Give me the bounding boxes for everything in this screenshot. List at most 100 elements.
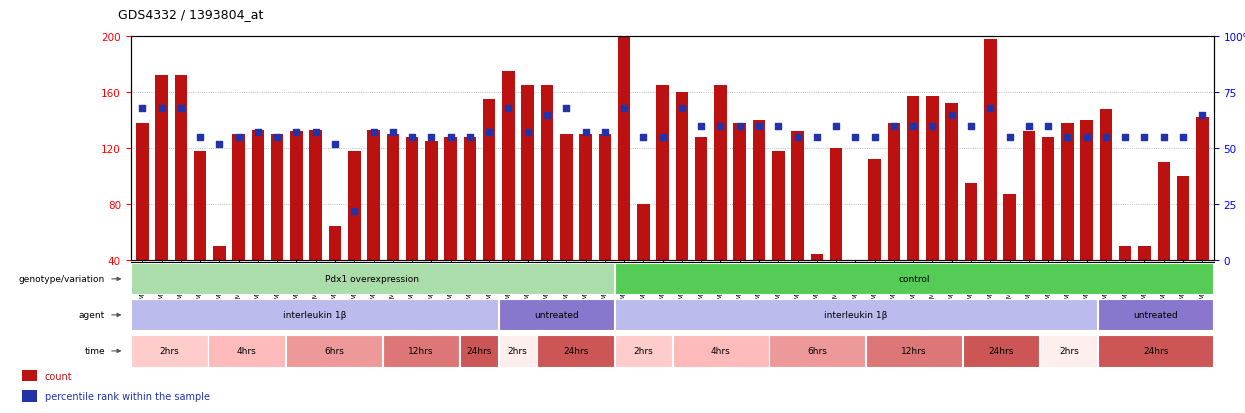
Point	[730, 123, 749, 130]
Point	[595, 130, 615, 136]
Bar	[329, 227, 341, 260]
Bar	[962, 335, 1040, 367]
Point	[132, 105, 152, 112]
Point	[1000, 134, 1020, 141]
Point	[865, 134, 885, 141]
Bar	[194, 152, 207, 260]
Bar	[463, 138, 476, 260]
Point	[904, 123, 924, 130]
Text: 12hrs: 12hrs	[408, 347, 433, 356]
Text: 24hrs: 24hrs	[1143, 347, 1169, 356]
Bar	[1098, 335, 1214, 367]
Text: percentile rank within the sample: percentile rank within the sample	[45, 391, 210, 401]
Point	[190, 134, 210, 141]
Point	[518, 130, 538, 136]
Bar	[772, 152, 784, 260]
Bar	[213, 246, 225, 260]
Point	[1154, 134, 1174, 141]
Point	[268, 134, 288, 141]
Bar	[1177, 177, 1189, 260]
Bar	[131, 299, 498, 331]
Bar	[387, 135, 400, 260]
Bar	[131, 335, 208, 367]
Bar	[1098, 299, 1214, 331]
Bar	[792, 132, 804, 260]
Point	[884, 123, 904, 130]
Bar	[483, 100, 496, 260]
Point	[171, 105, 190, 112]
Bar	[502, 72, 514, 260]
Bar	[676, 93, 688, 260]
Bar	[1003, 195, 1016, 260]
Bar	[1040, 335, 1097, 367]
Text: time: time	[85, 347, 105, 356]
Text: control: control	[899, 275, 930, 284]
Bar	[233, 135, 245, 260]
Point	[1193, 112, 1213, 119]
Text: 24hrs: 24hrs	[563, 347, 589, 356]
Point	[788, 134, 808, 141]
Point	[1018, 123, 1038, 130]
Bar	[459, 335, 498, 367]
Bar	[869, 160, 881, 260]
Bar	[271, 135, 284, 260]
Bar	[290, 132, 303, 260]
Bar	[22, 370, 37, 382]
Bar	[522, 86, 534, 260]
Text: untreated: untreated	[1133, 311, 1178, 320]
Bar	[498, 335, 537, 367]
Point	[749, 123, 769, 130]
Point	[807, 134, 827, 141]
Point	[768, 123, 788, 130]
Bar	[131, 263, 614, 295]
Point	[614, 105, 634, 112]
Bar	[286, 335, 382, 367]
Point	[479, 130, 499, 136]
Bar	[753, 121, 766, 260]
Point	[364, 130, 383, 136]
Bar	[560, 135, 573, 260]
Bar	[637, 204, 650, 260]
Bar	[425, 142, 438, 260]
Text: Pdx1 overexpression: Pdx1 overexpression	[325, 275, 420, 284]
Bar	[615, 335, 672, 367]
Bar	[498, 299, 614, 331]
Point	[441, 134, 461, 141]
Bar	[615, 299, 1097, 331]
Point	[325, 141, 345, 147]
Bar	[599, 135, 611, 260]
Text: 6hrs: 6hrs	[808, 347, 827, 356]
Point	[1173, 134, 1193, 141]
Text: interleukin 1β: interleukin 1β	[283, 311, 346, 320]
Bar	[945, 104, 957, 260]
Text: 2hrs: 2hrs	[1059, 347, 1078, 356]
Bar	[174, 76, 187, 260]
Text: 24hrs: 24hrs	[466, 347, 492, 356]
Text: 2hrs: 2hrs	[634, 347, 654, 356]
Bar	[1119, 246, 1132, 260]
Bar	[984, 40, 996, 260]
Bar	[618, 37, 630, 260]
Point	[1096, 134, 1116, 141]
Bar	[906, 97, 920, 260]
Point	[229, 134, 249, 141]
Bar	[965, 183, 977, 260]
Bar	[538, 335, 614, 367]
Bar	[656, 86, 669, 260]
Bar	[1196, 118, 1209, 260]
Bar	[810, 254, 823, 260]
Bar	[349, 152, 361, 260]
Point	[557, 105, 576, 112]
Point	[152, 105, 172, 112]
Text: 2hrs: 2hrs	[159, 347, 179, 356]
Bar	[830, 149, 843, 260]
Bar	[136, 123, 148, 260]
Bar	[926, 97, 939, 260]
Bar	[1081, 121, 1093, 260]
Point	[498, 105, 518, 112]
Bar	[769, 335, 865, 367]
Bar	[156, 76, 168, 260]
Bar	[615, 263, 1214, 295]
Point	[209, 141, 229, 147]
Bar	[1138, 246, 1150, 260]
